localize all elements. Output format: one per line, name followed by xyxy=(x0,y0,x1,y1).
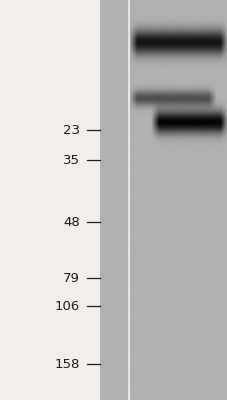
Text: 48: 48 xyxy=(63,216,79,228)
Text: 158: 158 xyxy=(54,358,79,370)
Text: 35: 35 xyxy=(62,154,79,166)
Text: 106: 106 xyxy=(54,300,79,312)
FancyBboxPatch shape xyxy=(0,0,100,400)
Text: 23: 23 xyxy=(62,124,79,136)
Text: 79: 79 xyxy=(63,272,79,284)
